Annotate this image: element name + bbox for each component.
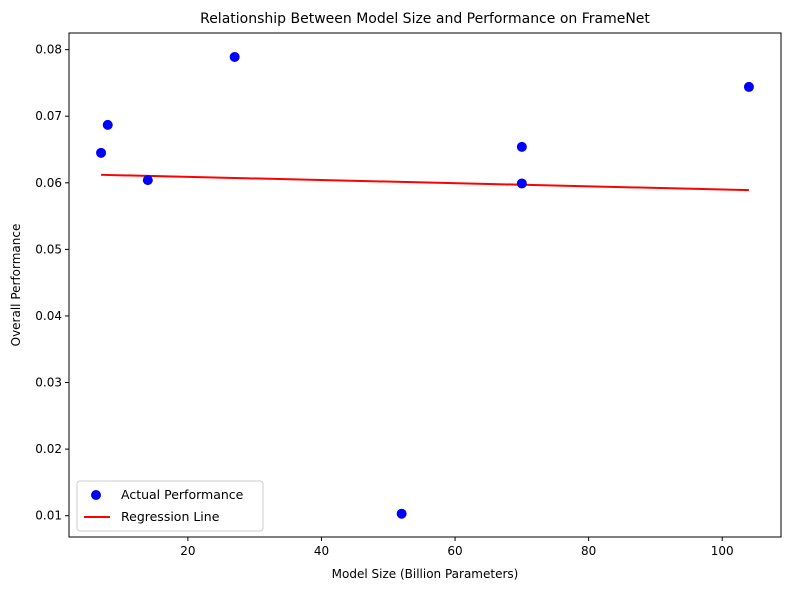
x-axis-label: Model Size (Billion Parameters)	[332, 567, 519, 581]
chart-title: Relationship Between Model Size and Perf…	[200, 11, 650, 27]
legend-label-actual: Actual Performance	[121, 487, 244, 502]
data-point	[102, 119, 113, 130]
data-point	[516, 141, 527, 152]
y-tick-label: 0.08	[35, 43, 62, 57]
y-axis-label: Overall Performance	[9, 224, 23, 347]
x-tick-label: 20	[180, 544, 195, 558]
x-axis-ticks: 20 40 60 80 100	[180, 537, 734, 558]
y-tick-label: 0.04	[35, 309, 62, 323]
x-tick-label: 40	[314, 544, 329, 558]
x-tick-label: 100	[711, 544, 734, 558]
data-point	[743, 81, 754, 92]
data-point	[229, 51, 240, 62]
legend-box	[76, 480, 264, 532]
legend: Actual Performance Regression Line	[76, 480, 264, 532]
x-tick-label: 80	[581, 544, 596, 558]
x-tick-label: 60	[447, 544, 462, 558]
data-point	[96, 147, 107, 158]
y-tick-label: 0.06	[35, 176, 62, 190]
data-point	[516, 178, 527, 189]
y-tick-label: 0.05	[35, 242, 62, 256]
legend-scatter-marker	[91, 490, 101, 500]
data-point	[142, 175, 153, 186]
y-tick-label: 0.07	[35, 109, 62, 123]
y-axis-ticks: 0.01 0.02 0.03 0.04 0.05 0.06 0.07 0.08	[35, 43, 69, 523]
plot-area: 20 40 60 80 100 0.01 0.02 0.03 0.04 0.05 0.06 0.07…	[35, 32, 782, 558]
data-point	[396, 508, 407, 519]
legend-label-regression: Regression Line	[121, 509, 220, 524]
y-tick-label: 0.03	[35, 376, 62, 390]
y-tick-label: 0.01	[35, 509, 62, 523]
regression-line	[101, 173, 749, 192]
y-tick-label: 0.02	[35, 442, 62, 456]
series-layer	[96, 51, 754, 519]
plot-frame	[68, 32, 782, 538]
